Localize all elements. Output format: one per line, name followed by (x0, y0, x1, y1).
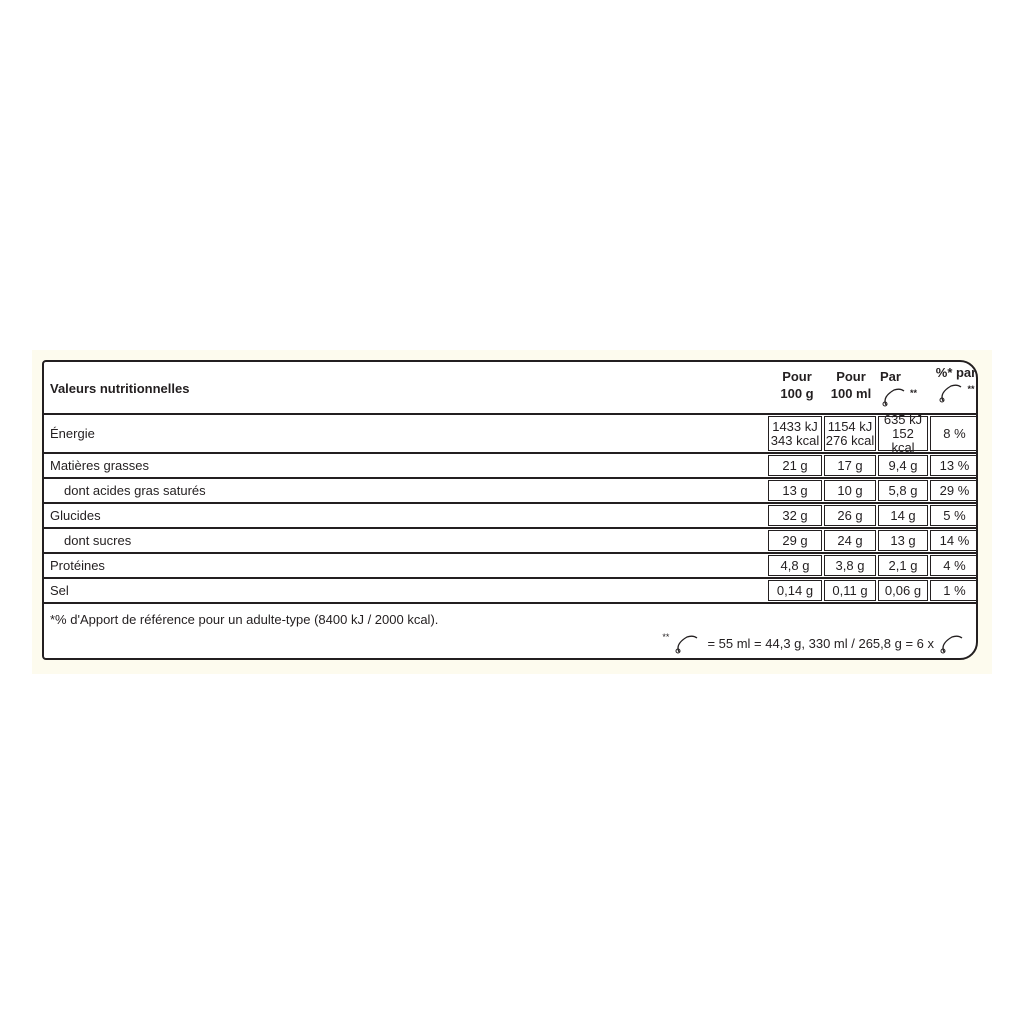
nutrition-table: Valeurs nutritionnelles Pour 100 g Pour 10… (42, 360, 978, 660)
value-cell: 32 g (768, 505, 822, 526)
portion-mark: ** (967, 384, 975, 394)
row-label: Protéines (50, 558, 105, 573)
row-label: dont acides gras saturés (64, 483, 206, 498)
value-cell: 5,8 g (878, 480, 928, 501)
value-cell: 1154 kJ 276 kcal (824, 416, 876, 451)
row-label: Sel (50, 583, 69, 598)
value-kcal: 276 kcal (825, 432, 875, 448)
portion-text: = 55 ml = 44,3 g, 330 ml / 265,8 g = 6 x (707, 635, 934, 651)
header-text: Pour (782, 369, 812, 384)
header-text: 100 ml (830, 386, 872, 401)
value-cell: 21 g (768, 455, 822, 476)
pct-cell: 5 % (930, 505, 976, 526)
value-cell: 26 g (824, 505, 876, 526)
value-cell: 635 kJ 152 kcal (878, 411, 928, 454)
header-pct-portion: %* par ** (932, 364, 977, 403)
nutrition-panel: Valeurs nutritionnelles Pour 100 g Pour 10… (32, 350, 992, 674)
header-per-portion: Par ** (880, 368, 934, 407)
value-cell: 4,8 g (768, 555, 822, 576)
portion-mark: ** (910, 388, 918, 398)
header-text: Pour (836, 369, 866, 384)
table-row: Matières grasses 21 g 17 g 9,4 g 13 % (44, 454, 976, 479)
value-kcal: 152 kcal (891, 425, 915, 455)
table-row: dont sucres 29 g 24 g 13 g 14 % (44, 529, 976, 554)
row-label: Glucides (50, 508, 101, 523)
ice-cream-scoop-icon (940, 635, 963, 654)
value-kj: 1154 kJ (827, 418, 873, 434)
ice-cream-scoop-icon (675, 635, 698, 654)
row-label: Énergie (50, 426, 95, 441)
table-row: Énergie 1433 kJ 343 kcal 1154 kJ 276 kcal … (44, 411, 976, 454)
value-cell: 13 g (768, 480, 822, 501)
portion-mark: ** (662, 632, 670, 642)
table-title: Valeurs nutritionnelles (50, 381, 190, 396)
header-row: Valeurs nutritionnelles Pour 100 g Pour 10… (44, 362, 976, 415)
value-cell: 9,4 g (878, 455, 928, 476)
value-cell: 17 g (824, 455, 876, 476)
value-cell: 0,14 g (768, 580, 822, 601)
pct-cell: 13 % (930, 455, 976, 476)
ice-cream-scoop-icon: ** (932, 381, 976, 403)
value-kj: 1433 kJ (772, 418, 818, 434)
value-kj: 635 kJ (883, 411, 923, 427)
table-row: dont acides gras saturés 13 g 10 g 5,8 g 29 … (44, 479, 976, 504)
pct-cell: 29 % (930, 480, 976, 501)
value-cell: 13 g (878, 530, 928, 551)
pct-cell: 1 % (930, 580, 976, 601)
value-cell: 1433 kJ 343 kcal (768, 416, 822, 451)
portion-note: ** = 55 ml = 44,3 g, 330 ml / 265,8 g = … (662, 632, 968, 654)
value-cell: 24 g (824, 530, 876, 551)
value-cell: 10 g (824, 480, 876, 501)
value-cell: 14 g (878, 505, 928, 526)
header-per-100ml: Pour 100 ml (826, 368, 876, 402)
pct-cell: 14 % (930, 530, 976, 551)
ice-cream-scoop-icon: ** (880, 385, 934, 407)
value-cell: 29 g (768, 530, 822, 551)
row-label: Matières grasses (50, 458, 149, 473)
reference-note: *% d'Apport de référence pour un adulte-… (50, 612, 439, 627)
header-text: Par (880, 369, 901, 384)
value-kcal: 343 kcal (770, 432, 820, 448)
pct-cell: 4 % (930, 555, 976, 576)
header-text: 100 g (780, 386, 814, 401)
header-per-100g: Pour 100 g (772, 368, 822, 402)
value-cell: 0,06 g (878, 580, 928, 601)
value-cell: 0,11 g (824, 580, 876, 601)
row-label: dont sucres (64, 533, 132, 548)
value-cell: 2,1 g (878, 555, 928, 576)
header-text: %* par (935, 365, 977, 380)
pct-cell: 8 % (930, 416, 976, 451)
value-cell: 3,8 g (824, 555, 876, 576)
